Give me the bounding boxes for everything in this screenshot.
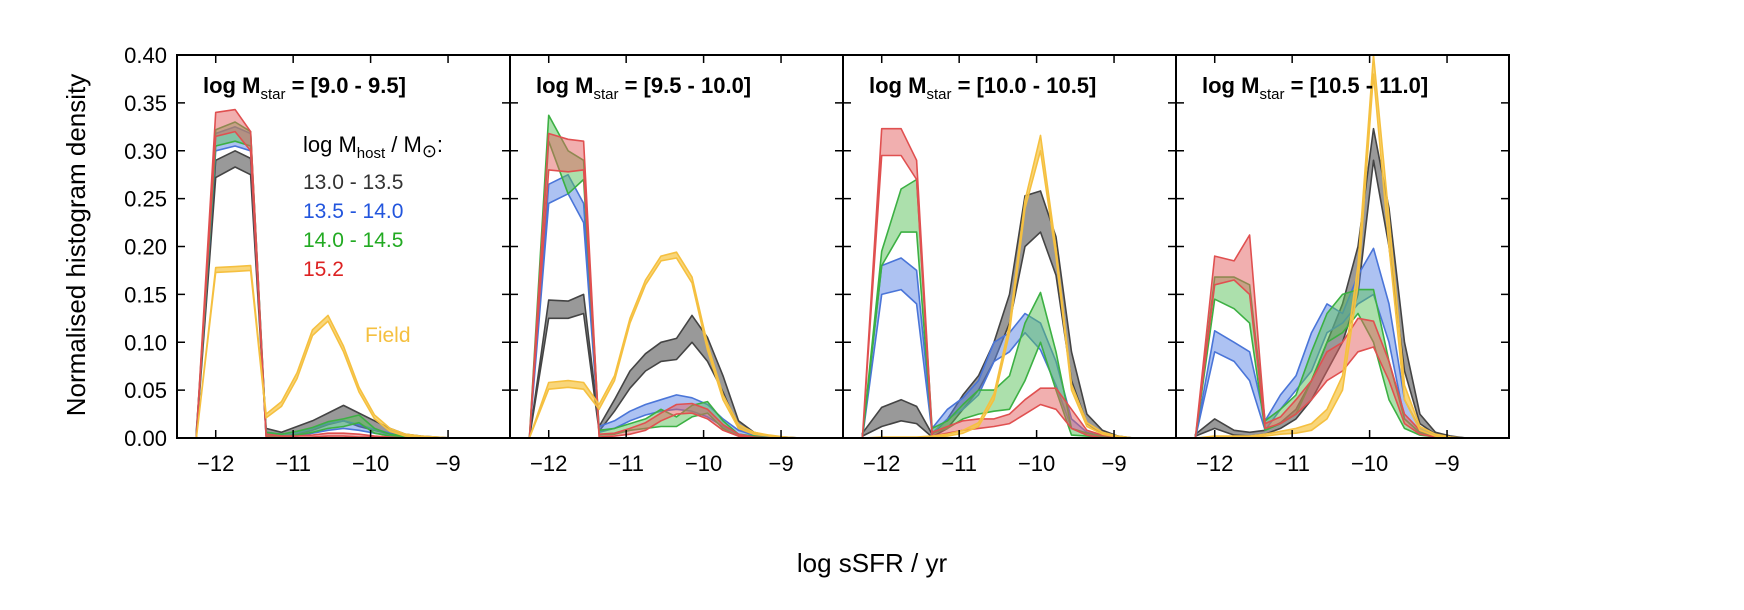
y-tick-label: 0.05	[124, 378, 167, 403]
x-tick-label: −12	[1196, 451, 1233, 476]
panel-1-bands	[195, 108, 484, 438]
legend-entry: 13.5 - 14.0	[303, 200, 403, 223]
x-tick-label: −9	[1434, 451, 1459, 476]
legend-entry: 15.2	[303, 258, 344, 281]
panel-3-title: log Mstar = [10.0 - 10.5]	[869, 73, 1096, 103]
y-tick-label: 0.25	[124, 187, 167, 212]
panel-4-bands	[1194, 55, 1483, 438]
y-tick-label: 0.00	[124, 426, 167, 451]
band-13-5-14-0-panel-2	[528, 173, 817, 438]
panel-2-bands	[528, 114, 817, 438]
panel-1-title: log Mstar = [9.0 - 9.5]	[203, 73, 406, 103]
x-tick-label: −11	[941, 451, 977, 476]
band-15-2-panel-1	[195, 108, 484, 438]
legend: log Mhost / M⊙: 13.0 - 13.5 13.5 - 14.0 14.…	[303, 132, 443, 281]
band-15-2-panel-4	[1194, 234, 1483, 438]
band-15-2-panel-2	[528, 132, 817, 438]
x-tick-label: −11	[1274, 451, 1310, 476]
x-tick-label: −10	[1351, 451, 1388, 476]
x-tick-label: −9	[1101, 451, 1126, 476]
y-tick-label: 0.40	[124, 43, 167, 68]
y-tick-label: 0.30	[124, 139, 167, 164]
band-field-panel-2	[528, 251, 817, 438]
x-tick-label: −9	[768, 451, 793, 476]
panel-2-title: log Mstar = [9.5 - 10.0]	[536, 73, 751, 103]
y-tick-label: 0.20	[124, 235, 167, 260]
panels: −12 −11 −10 −9 0.00 0.05 0.10 0.15 0.20 0.25 0.30 0…	[124, 43, 1510, 476]
y-tick-label: 0.10	[124, 330, 167, 355]
x-tick-label: −12	[197, 451, 234, 476]
x-tick-label: −12	[530, 451, 567, 476]
band-field-panel-3	[861, 134, 1150, 438]
band-field-panel-1	[195, 264, 484, 438]
panel-2: −12 −11 −10 −9 log Mstar = [9.5 - 10.0]	[509, 54, 844, 476]
band-13-0-13-5-panel-2	[528, 293, 817, 438]
y-tick-label: 0.15	[124, 282, 167, 307]
x-axis-title: log sSFR / yr	[797, 548, 948, 578]
panel-4: −12 −11 −10 −9 log Mstar = [10.5 - 11.0]	[1175, 54, 1510, 476]
band-14-0-14-5-panel-3	[861, 178, 1150, 438]
panel-3: −12 −11 −10 −9 log Mstar = [10.0 - 10.5]	[842, 54, 1177, 476]
panel-1: −12 −11 −10 −9 0.00 0.05 0.10 0.15 0.20 0.25 0.30 0…	[124, 43, 511, 476]
x-tick-label: −10	[1018, 451, 1055, 476]
x-tick-label: −10	[352, 451, 389, 476]
legend-entry: 13.0 - 13.5	[303, 171, 403, 194]
x-tick-label: −12	[863, 451, 900, 476]
x-tick-label: −11	[275, 451, 311, 476]
x-tick-label: −11	[608, 451, 644, 476]
x-tick-label: −9	[435, 451, 460, 476]
legend-title: log Mhost / M⊙:	[303, 132, 443, 162]
legend-entry: 14.0 - 14.5	[303, 229, 403, 252]
panel-3-bands	[861, 127, 1150, 438]
panel-2-frame	[509, 54, 844, 439]
y-tick-label: 0.35	[124, 91, 167, 116]
panel-4-title: log Mstar = [10.5 - 11.0]	[1202, 73, 1428, 103]
field-label: Field	[365, 324, 411, 347]
band-13-5-14-0-panel-4	[1194, 247, 1483, 438]
band-field-panel-4	[1194, 55, 1483, 438]
x-tick-label: −10	[685, 451, 722, 476]
y-axis-title: Normalised histogram density	[61, 74, 91, 416]
